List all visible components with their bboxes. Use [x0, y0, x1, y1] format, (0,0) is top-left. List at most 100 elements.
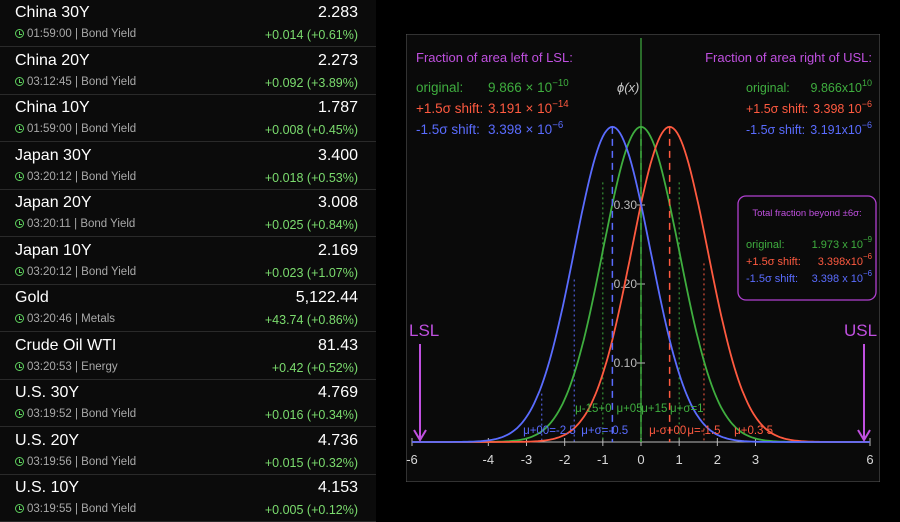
instrument-change: +0.016 (+0.34%) — [264, 408, 358, 422]
instrument-category: Bond Yield — [81, 123, 137, 135]
instrument-meta: 03:20:11 | Bond Yield — [15, 218, 135, 230]
stat-label: -1.5σ shift: — [416, 122, 480, 137]
instrument-time: 03:20:11 — [27, 218, 71, 230]
instrument-price: 3.008 — [317, 194, 358, 211]
instrument-time: 03:19:56 — [27, 455, 72, 468]
instrument-time: 01:59:00 — [27, 28, 72, 40]
instrument-change: +0.005 (+0.12%) — [264, 503, 358, 517]
watchlist-row[interactable]: Japan 10Y 03:20:12 | Bond Yield 2.169 +0.02… — [0, 238, 376, 285]
stat-label: +1.5σ shift: — [746, 256, 801, 268]
usl-arrow-head — [857, 429, 871, 442]
curve-annotation: μ+15 — [641, 403, 667, 415]
x-tick-label: -4 — [483, 452, 495, 467]
curve-annotation: μ+σ=1 — [670, 403, 704, 415]
instrument-time: 03:19:52 — [27, 408, 72, 420]
stat-label: original: — [746, 81, 790, 95]
normal-distribution-chart: -6 -4 -3 -2 -1 0 1 2 3 60.100.200.30 ϕ(x)LSL USLFr… — [405, 33, 881, 483]
instrument-price: 3.400 — [317, 146, 358, 164]
curve-annotation: μ-σ+00 — [649, 425, 686, 437]
watchlist-row[interactable]: Japan 30Y 03:20:12 | Bond Yield 3.400 +0.01… — [0, 143, 376, 190]
instrument-meta: 03:19:56 | Bond Yield — [15, 456, 136, 468]
meta-separator: | — [71, 360, 82, 373]
instrument-change: +43.74 (+0.86%) — [264, 313, 358, 327]
stat-value: 3.398x10−6 — [818, 252, 873, 268]
curve-annotation: μ+0.3 5 — [734, 425, 773, 437]
curve-annotation: μ-15+0 — [575, 403, 611, 415]
clock-icon — [15, 456, 24, 466]
instrument-change: +0.018 (+0.53%) — [264, 170, 358, 185]
usl-label: USL — [844, 321, 877, 340]
meta-separator: | — [71, 123, 82, 135]
watchlist-row[interactable]: China 10Y 01:59:00 | Bond Yield 1.787 +0.00… — [0, 95, 376, 142]
instrument-meta: 03:20:12 | Bond Yield — [15, 171, 136, 183]
clock-icon — [15, 171, 24, 181]
x-tick-label: 3 — [752, 452, 759, 467]
right-title: Fraction of area right of USL: — [705, 50, 872, 65]
y-tick-label: 0.10 — [614, 356, 638, 370]
instrument-time: 03:20:12 — [27, 170, 72, 183]
instrument-name: China 10Y — [15, 99, 90, 116]
instrument-meta: 03:12:45 | Bond Yield — [15, 76, 136, 88]
clock-icon — [15, 76, 24, 86]
series-line — [412, 125, 870, 443]
clock-icon — [15, 219, 24, 228]
left-title: Fraction of area left of LSL: — [416, 50, 573, 65]
watchlist-row[interactable]: Japan 20Y 03:20:11 | Bond Yield 3.008 +0.02… — [0, 190, 376, 237]
instrument-name: China 30Y — [15, 4, 90, 21]
x-tick-label: -6 — [406, 452, 418, 467]
watchlist-row[interactable]: U.S. 10Y 03:19:55 | Bond Yield 4.153 +0.005… — [0, 475, 376, 522]
watchlist-row[interactable]: U.S. 20Y 03:19:56 | Bond Yield 4.736 +0.015… — [0, 428, 376, 475]
instrument-category: Bond Yield — [80, 218, 136, 230]
instrument-category: Bond Yield — [81, 28, 137, 40]
stat-value: 3.191x10−6 — [810, 120, 872, 137]
chart-panel: -6 -4 -3 -2 -1 0 1 2 3 6 0.10 0.20 0.30 ϕ(x) LSL USL Fr… — [405, 33, 881, 483]
instrument-change: +0.092 (+3.89%) — [264, 75, 358, 90]
instrument-change: +0.023 (+1.07%) — [264, 265, 358, 280]
instrument-time: 03:20:46 — [27, 313, 72, 325]
instrument-price: 5,122.44 — [295, 289, 358, 306]
box-title: Total fraction beyond ±6σ: — [752, 208, 861, 219]
instrument-time: 03:19:55 — [27, 503, 72, 515]
lsl-label: LSL — [409, 321, 439, 340]
meta-separator: | — [71, 503, 82, 515]
curve-annotation: μ+σ=-0.5 — [581, 425, 628, 437]
curve-annotation: μ+05 — [616, 403, 642, 415]
watchlist-row[interactable]: Crude Oil WTI 03:20:53 | Energy 81.43 +0.42… — [0, 333, 376, 380]
stat-label: -1.5σ shift: — [746, 123, 805, 137]
stat-label: original: — [746, 239, 785, 251]
total-fraction-box — [737, 195, 877, 301]
watchlist-row[interactable]: China 30Y 01:59:00 | Bond Yield 2.283 +0.01… — [0, 0, 376, 47]
curve-annotation: μ=-1.5 — [687, 425, 720, 437]
instrument-name: Japan 30Y — [15, 146, 92, 164]
panel-divider — [376, 0, 406, 521]
watchlist-row[interactable]: China 20Y 03:12:45 | Bond Yield 2.273 +0.09… — [0, 48, 376, 95]
instrument-time: 03:20:12 — [27, 265, 72, 278]
watchlist-row[interactable]: U.S. 30Y 03:19:52 | Bond Yield 4.769 +0.016… — [0, 380, 376, 427]
instrument-change: +0.015 (+0.32%) — [264, 455, 358, 470]
instrument-price: 4.153 — [317, 479, 358, 496]
stat-label: original: — [416, 80, 463, 95]
instrument-name: Japan 10Y — [15, 241, 92, 259]
stat-value: 9.866x1010 — [811, 78, 872, 95]
instrument-category: Energy — [81, 360, 118, 373]
meta-separator: | — [71, 75, 82, 88]
stat-value: 3.191 × 10−14 — [488, 99, 569, 116]
instrument-name: U.S. 20Y — [15, 431, 80, 449]
stat-label: +1.5σ shift: — [746, 102, 808, 116]
instrument-category: Bond Yield — [81, 170, 137, 183]
instrument-name: Japan 20Y — [15, 194, 92, 211]
stat-value: 3.398 10−6 — [813, 99, 872, 116]
x-tick-label: -1 — [597, 452, 609, 467]
clock-icon — [15, 29, 24, 38]
instrument-name: U.S. 10Y — [15, 479, 80, 496]
meta-separator: | — [71, 170, 82, 183]
clock-icon — [15, 504, 24, 513]
watchlist-row[interactable]: Gold 03:20:46 | Metals 5,122.44 +43.74 (+0.… — [0, 285, 376, 332]
curve-annotation: μ+00=-2.5 — [523, 425, 576, 437]
x-tick-label: 6 — [866, 452, 873, 467]
instrument-category: Bond Yield — [81, 503, 137, 515]
clock-icon — [15, 409, 24, 418]
instrument-meta: 03:20:46 | Metals — [15, 313, 115, 325]
instrument-meta: 03:19:55 | Bond Yield — [15, 503, 136, 515]
clock-icon — [15, 266, 24, 276]
